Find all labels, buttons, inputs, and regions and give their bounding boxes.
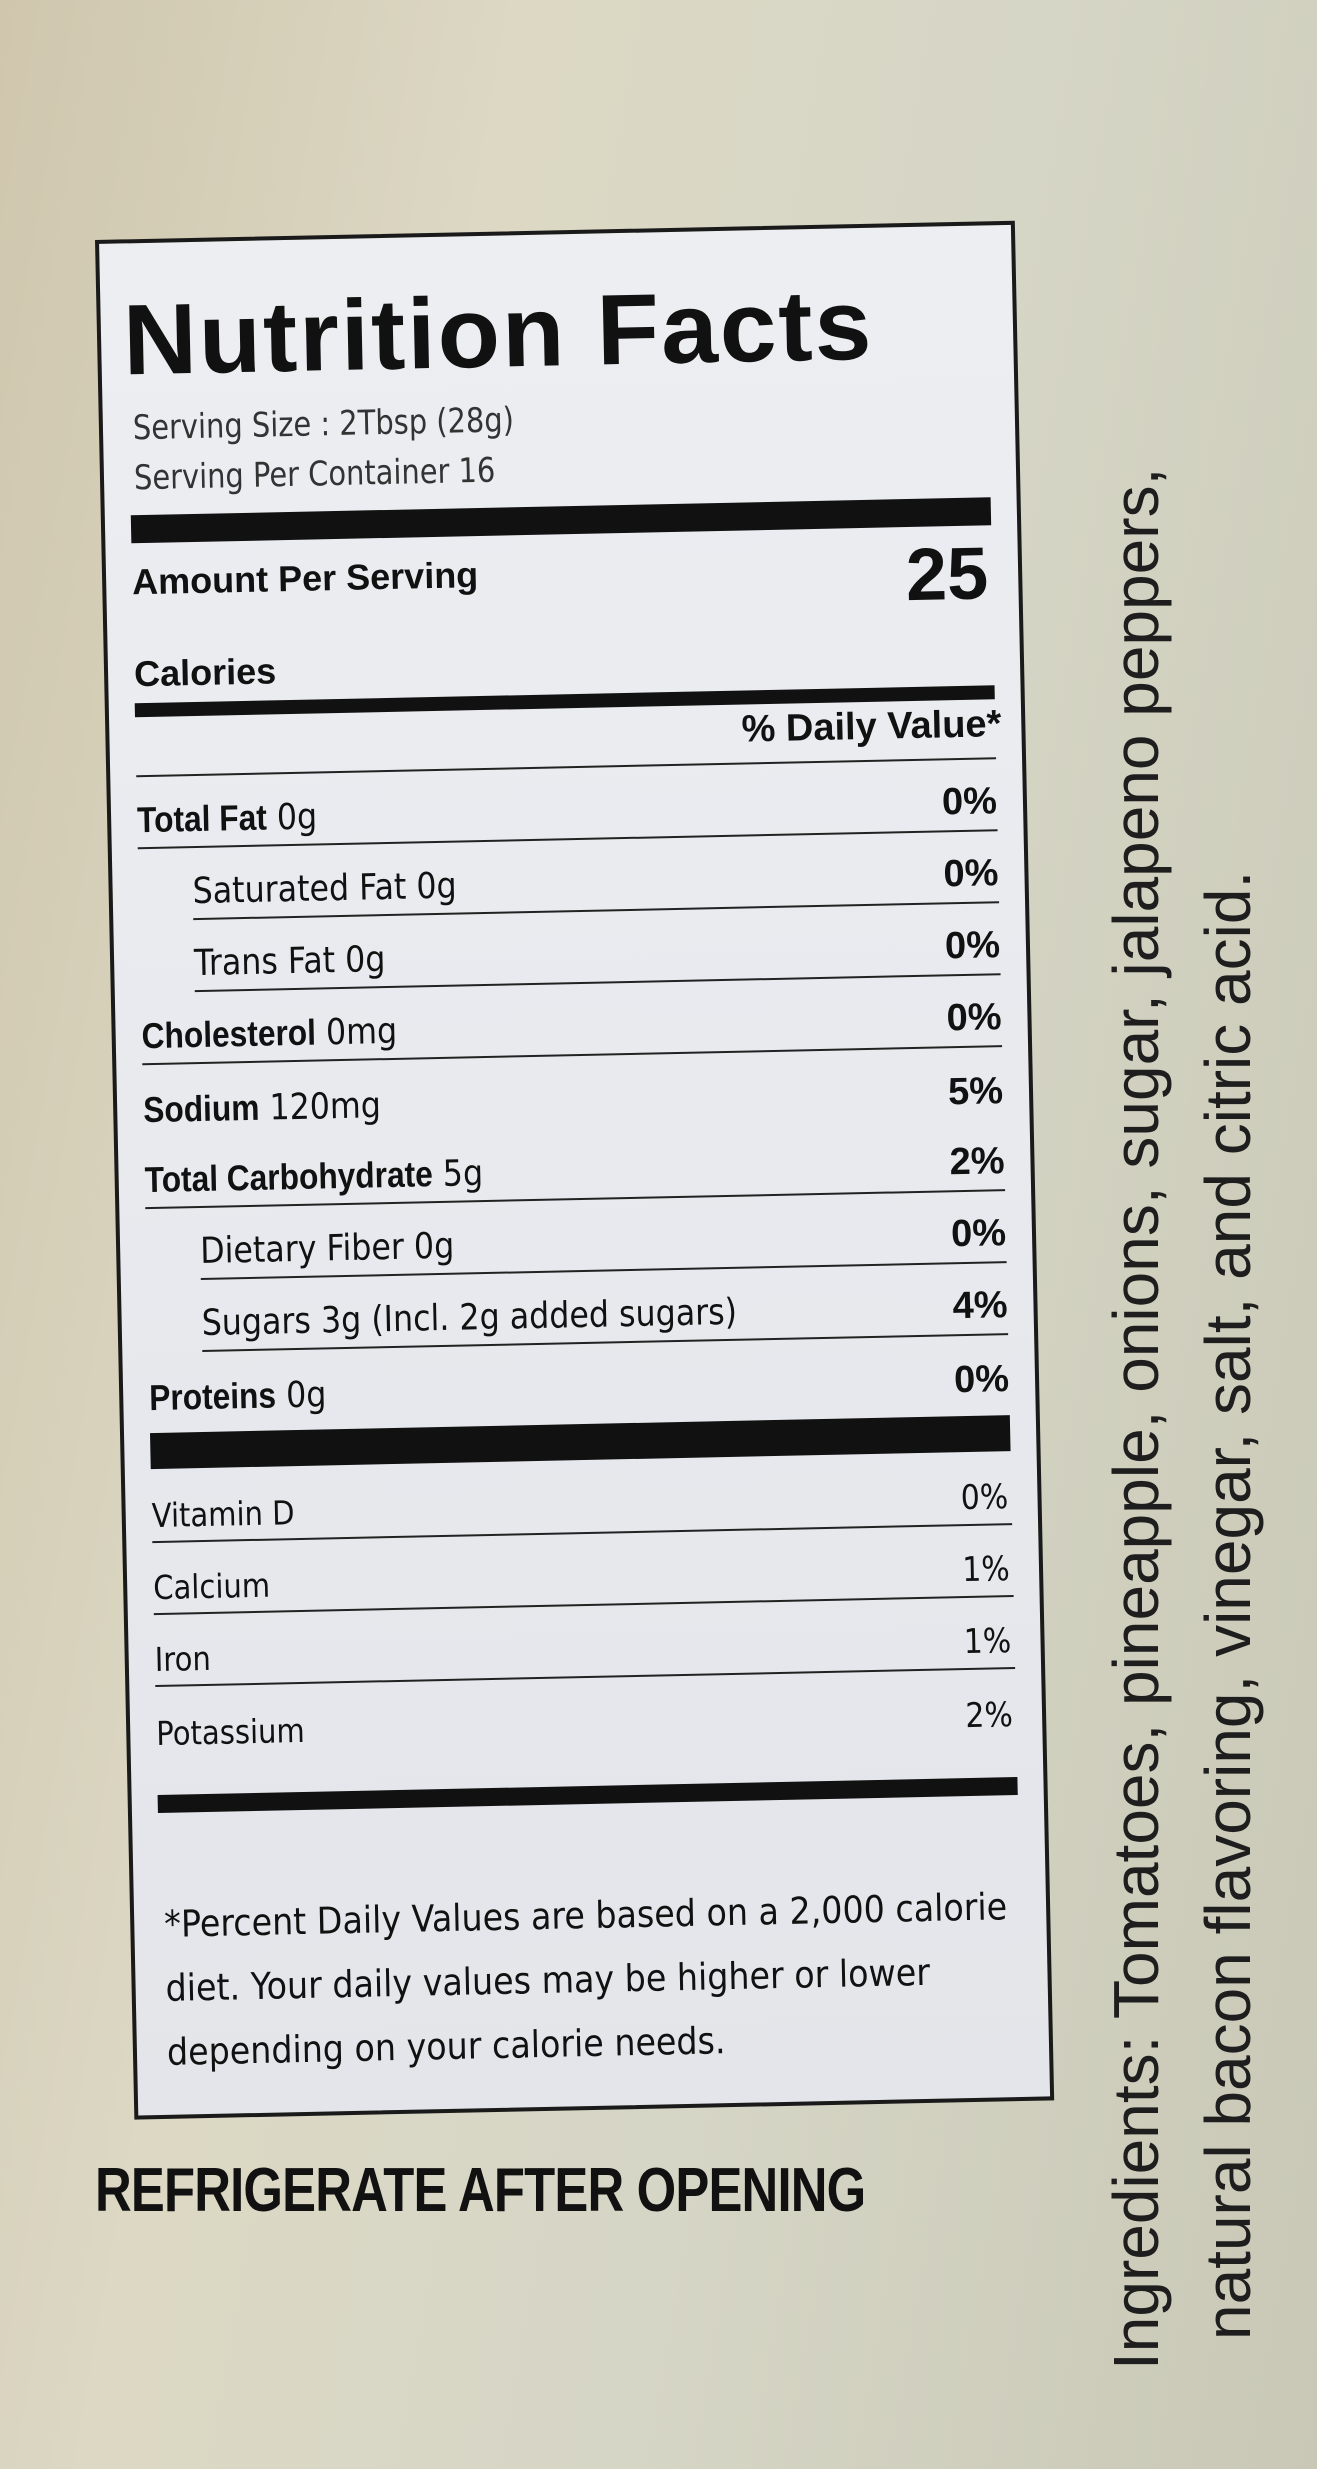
- calories-value: 25: [905, 531, 990, 617]
- calories-label: Calories: [133, 650, 277, 695]
- label-title: Nutrition Facts: [121, 268, 875, 397]
- servings-per-container: Serving Per Container 16: [133, 450, 496, 499]
- daily-value-header: % Daily Value*: [741, 703, 1002, 751]
- ingredients-list: Ingredients: Tomatoes, pineapple, onions…: [1090, 70, 1274, 2370]
- thick-divider: [157, 1777, 1018, 1814]
- nutrition-facts-label: Nutrition Facts Serving Size : 2Tbsp (28…: [95, 220, 1055, 2120]
- ingredients-line-2: natural bacon flavoring, vinegar, salt, …: [1192, 870, 1264, 2340]
- refrigerate-notice: REFRIGERATE AFTER OPENING: [95, 2156, 866, 2225]
- ingredients-line-1: Ingredients: Tomatoes, pineapple, onions…: [1100, 467, 1172, 2370]
- amount-per-serving: Amount Per Serving: [131, 554, 479, 603]
- thick-divider: [130, 497, 992, 544]
- serving-size: Serving Size : 2Tbsp (28g): [132, 400, 515, 449]
- daily-value-footnote: *Percent Daily Values are based on a 2,0…: [163, 1885, 1008, 2074]
